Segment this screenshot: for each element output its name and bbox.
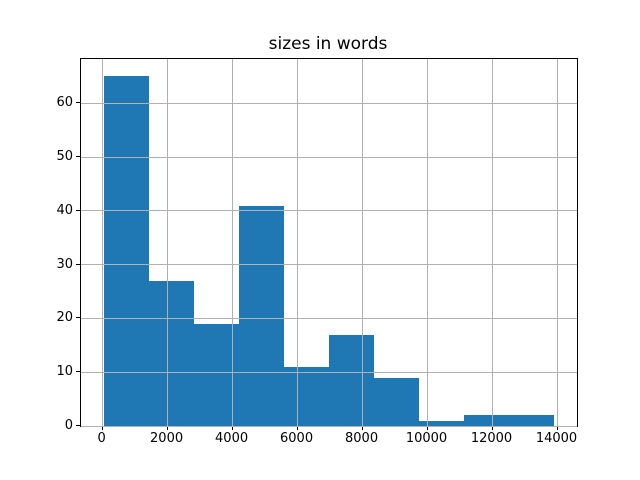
y-tick-mark (76, 102, 80, 104)
y-tick-mark (76, 425, 80, 426)
y-tick-label: 30 (56, 256, 73, 272)
y-tick-mark (76, 209, 80, 211)
y-tick-label: 10 (56, 364, 73, 380)
x-tick-label: 12000 (470, 431, 513, 446)
histogram-bar (373, 377, 420, 426)
histogram-bar (419, 420, 465, 426)
y-gridline (81, 425, 577, 427)
x-tick-label: 0 (97, 431, 106, 446)
y-gridline (81, 210, 577, 212)
x-tick-label: 4000 (215, 431, 249, 446)
x-gridline (492, 59, 494, 426)
x-tick-mark (231, 426, 233, 430)
x-tick-mark (361, 426, 363, 430)
y-gridline (81, 264, 577, 266)
histogram-bar (328, 334, 374, 426)
y-gridline (81, 317, 577, 319)
y-tick-mark (76, 156, 80, 158)
x-gridline (167, 59, 169, 426)
x-tick-label: 8000 (345, 431, 379, 446)
x-tick-mark (491, 426, 493, 430)
x-tick-mark (101, 426, 103, 430)
histogram-bar (238, 205, 284, 426)
histogram-bar (464, 415, 510, 426)
histogram-bar (148, 280, 194, 426)
x-gridline (102, 59, 104, 426)
y-tick-label: 40 (56, 202, 73, 218)
x-gridline (362, 59, 364, 426)
plot-area (80, 58, 578, 427)
histogram-bar (283, 366, 329, 426)
y-tick-label: 50 (56, 149, 73, 165)
x-tick-mark (426, 426, 428, 430)
chart-title: sizes in words (268, 34, 388, 54)
histogram-bar (103, 76, 149, 426)
x-tick-label: 6000 (280, 431, 314, 446)
y-tick-mark (76, 317, 80, 319)
y-gridline (81, 102, 577, 104)
x-gridline (427, 59, 429, 426)
x-tick-label: 10000 (405, 431, 448, 446)
x-tick-mark (556, 426, 558, 430)
y-gridline (81, 371, 577, 373)
y-tick-label: 20 (56, 310, 73, 326)
histogram-bar (193, 323, 239, 426)
histogram-bar (509, 415, 555, 426)
y-tick-mark (76, 371, 80, 373)
x-gridline (557, 59, 558, 426)
x-tick-label: 14000 (535, 431, 578, 446)
y-tick-mark (76, 263, 80, 265)
y-tick-label: 0 (64, 418, 73, 433)
x-tick-mark (296, 426, 298, 430)
x-tick-mark (166, 426, 168, 430)
x-gridline (297, 59, 299, 426)
x-gridline (232, 59, 234, 426)
y-tick-label: 60 (56, 95, 73, 111)
x-tick-label: 2000 (150, 431, 184, 446)
y-gridline (81, 156, 577, 158)
